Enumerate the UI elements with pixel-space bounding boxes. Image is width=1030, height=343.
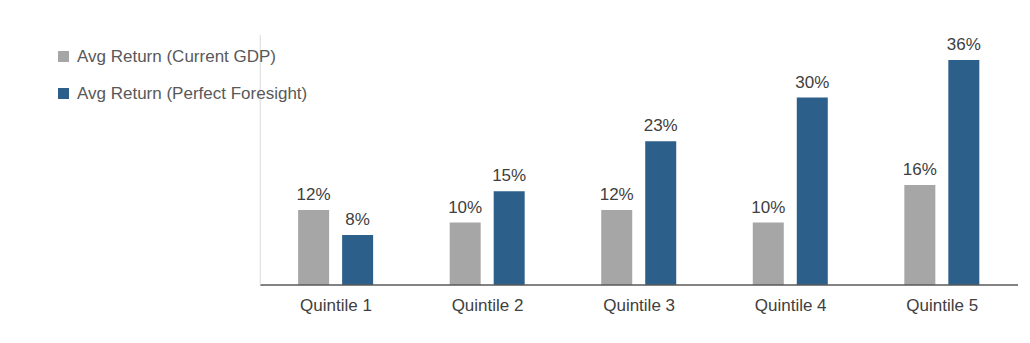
svg-text:Quintile 3: Quintile 3 xyxy=(603,296,675,315)
svg-text:30%: 30% xyxy=(795,73,829,92)
html-text:Avg Return (Current GDP): Avg Return (Current GDP) xyxy=(77,46,276,66)
svg-text:16%: 16% xyxy=(903,160,937,179)
svg-text:10%: 10% xyxy=(751,198,785,217)
svg-text:Quintile 5: Quintile 5 xyxy=(906,296,978,315)
html-text:Avg Return (Perfect Foresight): Avg Return (Perfect Foresight) xyxy=(77,83,308,103)
svg-text:Quintile 2: Quintile 2 xyxy=(452,296,524,315)
svg-text:Quintile 4: Quintile 4 xyxy=(755,296,827,315)
svg-text:12%: 12% xyxy=(297,185,331,204)
svg-text:36%: 36% xyxy=(947,35,981,54)
svg-text:10%: 10% xyxy=(448,198,482,217)
svg-text:23%: 23% xyxy=(644,116,678,135)
svg-text:Quintile 1: Quintile 1 xyxy=(300,296,372,315)
svg-text:8%: 8% xyxy=(345,210,370,229)
svg-text:12%: 12% xyxy=(600,185,634,204)
svg-text:15%: 15% xyxy=(492,166,526,185)
